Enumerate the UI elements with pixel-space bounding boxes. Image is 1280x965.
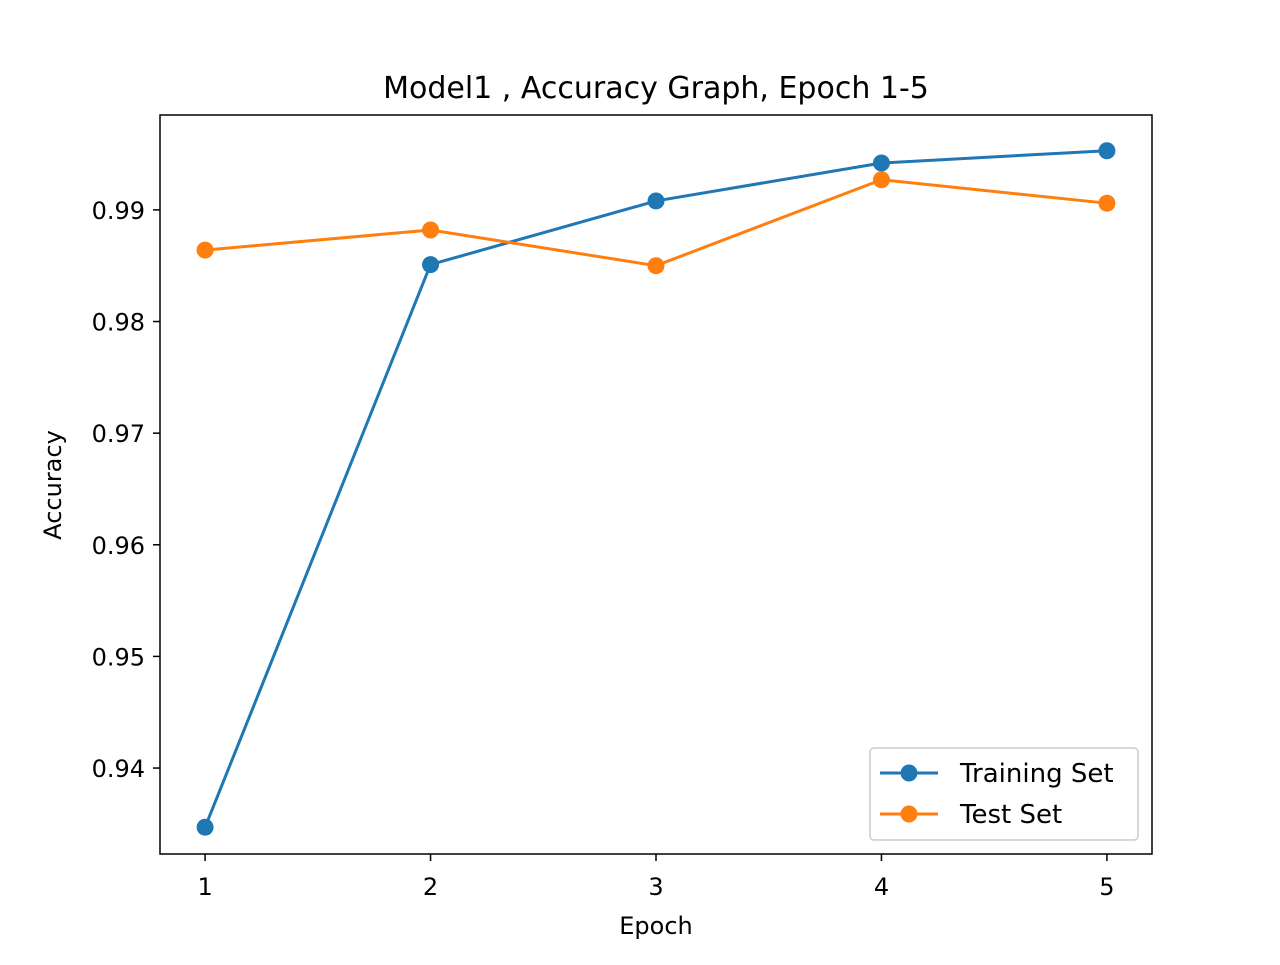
data-point [422, 256, 440, 274]
y-tick-label: 0.99 [92, 197, 145, 225]
y-axis-label: Accuracy [39, 430, 67, 540]
y-tick-label: 0.96 [92, 532, 145, 560]
y-tick-label: 0.97 [92, 420, 145, 448]
x-tick-label: 1 [197, 873, 212, 901]
x-tick-label: 4 [874, 873, 889, 901]
legend: Training Set Test Set [869, 747, 1139, 841]
legend-item: Test Set [880, 800, 1062, 830]
data-point [422, 221, 440, 239]
data-point [647, 192, 665, 210]
data-point [196, 241, 214, 259]
x-tick-label: 5 [1099, 873, 1114, 901]
legend-marker [900, 805, 918, 823]
legend-box [869, 747, 1139, 841]
data-point [196, 818, 214, 836]
x-axis-label: Epoch [619, 912, 693, 940]
series-training-set [196, 142, 1116, 836]
x-axis: 1 2 3 4 5 [197, 854, 1115, 901]
chart-title: Model1 , Accuracy Graph, Epoch 1-5 [383, 71, 929, 106]
data-point [872, 154, 890, 172]
x-tick-label: 2 [423, 873, 438, 901]
legend-label: Training Set [959, 759, 1114, 789]
y-tick-label: 0.95 [92, 643, 145, 671]
series-test-set [196, 171, 1116, 275]
data-point [872, 171, 890, 189]
legend-item: Training Set [880, 759, 1114, 789]
legend-marker [900, 764, 918, 782]
data-point [1098, 142, 1116, 160]
x-tick-label: 3 [648, 873, 663, 901]
series-layer [196, 142, 1116, 836]
y-tick-label: 0.94 [92, 755, 145, 783]
legend-label: Test Set [959, 800, 1062, 830]
y-tick-label: 0.98 [92, 309, 145, 337]
data-point [1098, 194, 1116, 212]
data-point [647, 257, 665, 275]
y-axis: 0.94 0.95 0.96 0.97 0.98 0.99 [92, 197, 160, 783]
